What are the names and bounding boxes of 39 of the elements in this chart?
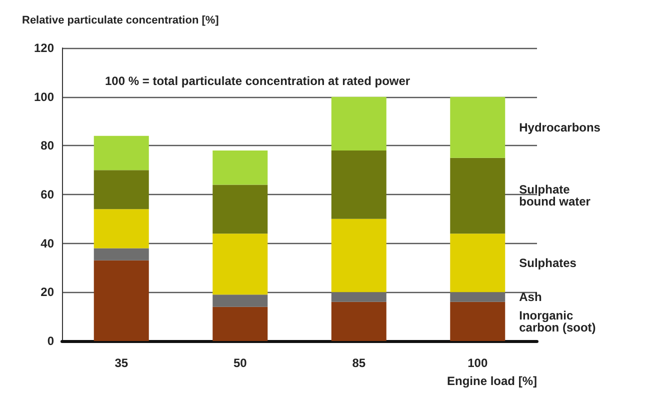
annotation: 100 % = total particulate concentration at rated power xyxy=(105,74,410,88)
y-tick-label: 60 xyxy=(40,188,54,202)
y-tick-label: 20 xyxy=(40,285,54,300)
bar xyxy=(331,292,386,302)
series-label: Ash xyxy=(519,290,542,304)
bar xyxy=(450,158,506,234)
bar xyxy=(450,292,506,302)
x-tick-label: 100 xyxy=(468,356,488,370)
bar xyxy=(331,96,386,151)
series-label: Sulphates xyxy=(519,256,577,270)
bar xyxy=(94,260,149,341)
x-tick-label: 35 xyxy=(114,356,128,370)
bar xyxy=(212,294,268,307)
y-tick-label: 40 xyxy=(40,236,54,250)
bar xyxy=(212,306,268,341)
bar xyxy=(450,96,506,158)
x-axis-title: Engine load [%] xyxy=(447,374,538,388)
bar xyxy=(331,150,386,219)
y-tick-label: 100 xyxy=(34,90,54,104)
bar xyxy=(94,209,149,248)
y-tick-label: 80 xyxy=(40,138,54,153)
series-label: Sulphate bound water xyxy=(519,182,591,209)
bar xyxy=(212,150,268,185)
y-tick-label: 0 xyxy=(47,334,54,348)
bar xyxy=(450,234,506,292)
series-label: Hydrocarbons xyxy=(519,120,601,134)
bar xyxy=(94,248,149,260)
bar xyxy=(331,218,386,292)
y-axis-title: Relative particulate concentration [%] xyxy=(22,14,220,26)
bar xyxy=(331,302,386,341)
bar xyxy=(94,170,149,210)
x-tick-label: 85 xyxy=(352,356,366,370)
bar xyxy=(94,136,149,170)
bar xyxy=(212,184,268,234)
bar xyxy=(212,234,268,295)
series-label: Inorganic carbon (soot) xyxy=(519,308,596,334)
bar xyxy=(450,302,506,341)
x-tick-label: 50 xyxy=(233,356,248,370)
y-tick-label: 120 xyxy=(34,41,54,55)
